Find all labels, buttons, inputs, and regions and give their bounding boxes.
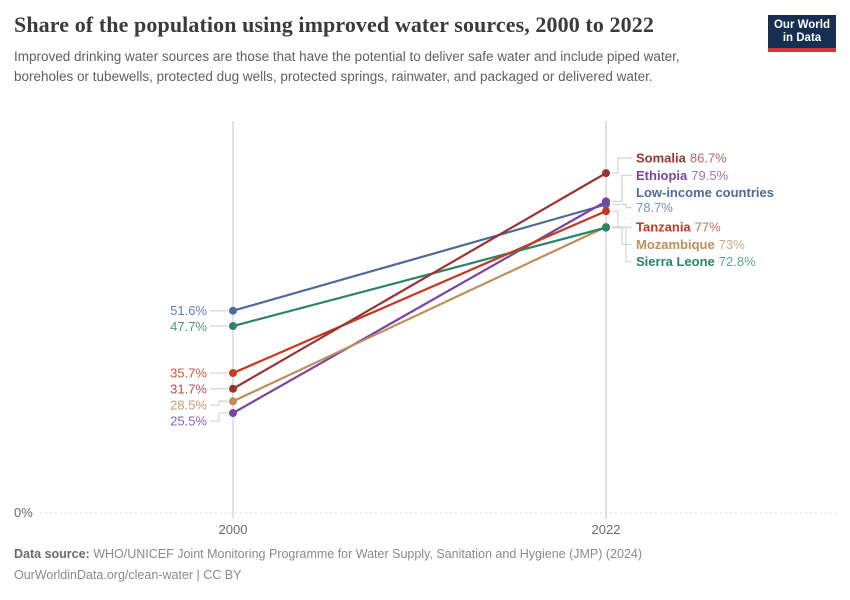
series-line-low-income-countries[interactable] (232, 203, 607, 312)
owid-logo[interactable]: Our World in Data (768, 15, 836, 52)
series-line-tanzania[interactable] (232, 210, 607, 375)
left-value-label-mozambique[interactable]: 28.5% (170, 398, 207, 413)
x-tick-2000: 2000 (219, 522, 248, 537)
owid-logo-line1: Our World (773, 18, 830, 31)
right-series-label-mozambique[interactable]: Mozambique 73% (636, 237, 745, 252)
dot-tanzania-start[interactable] (229, 369, 237, 378)
data-source-label: Data source: (14, 547, 90, 561)
left-connector-mozambique (210, 400, 228, 406)
citation-link[interactable]: OurWorldinData.org/clean-water | CC BY (14, 568, 242, 582)
right-connector-somalia (612, 157, 632, 174)
right-series-label-tanzania[interactable]: Tanzania 77% (636, 220, 721, 235)
chart-header: Share of the population using improved w… (14, 12, 754, 87)
series-somalia[interactable] (229, 169, 610, 393)
dot-tanzania-end[interactable] (602, 207, 610, 216)
dot-sierra-leone-end[interactable] (602, 223, 610, 232)
dot-ethiopia-end[interactable] (602, 197, 610, 206)
series-sierra-leone[interactable] (229, 223, 610, 331)
series-line-sierra-leone[interactable] (232, 226, 607, 328)
left-value-label-tanzania[interactable]: 35.7% (170, 366, 207, 381)
right-connector-low-income-countries (612, 203, 632, 209)
right-connector-sierra-leone (612, 227, 632, 263)
dot-sierra-leone-start[interactable] (229, 322, 237, 331)
right-series-label-ethiopia[interactable]: Ethiopia 79.5% (636, 168, 729, 183)
right-connector-ethiopia (612, 174, 632, 202)
chart-subtitle: Improved drinking water sources are thos… (14, 49, 680, 84)
dot-low-income-countries-start[interactable] (229, 306, 237, 315)
owid-logo-line2: in Data (782, 31, 822, 44)
chart-title: Share of the population using improved w… (14, 12, 654, 37)
series-ethiopia[interactable] (229, 197, 610, 418)
series-line-ethiopia[interactable] (232, 200, 607, 414)
dot-ethiopia-start[interactable] (229, 409, 237, 418)
right-series-label-sierra-leone[interactable]: Sierra Leone 72.8% (636, 254, 756, 269)
series-mozambique[interactable] (229, 222, 610, 406)
chart-footer: Data source: WHO/UNICEF Joint Monitoring… (14, 544, 642, 586)
y-axis-zero-label: 0% (14, 505, 33, 520)
right-series-label-low-income-countries[interactable]: Low-income countries (636, 185, 774, 200)
left-value-label-somalia[interactable]: 31.7% (170, 382, 207, 397)
series-line-somalia[interactable] (232, 172, 607, 390)
data-source-line: Data source: WHO/UNICEF Joint Monitoring… (14, 544, 642, 565)
left-value-label-ethiopia[interactable]: 25.5% (170, 414, 207, 429)
left-value-label-sierra-leone[interactable]: 47.7% (170, 319, 207, 334)
data-source-text: WHO/UNICEF Joint Monitoring Programme fo… (89, 547, 643, 561)
dot-somalia-end[interactable] (602, 169, 610, 178)
right-series-label-somalia[interactable]: Somalia 86.7% (636, 151, 727, 166)
left-connector-ethiopia (210, 412, 228, 422)
x-tick-2022: 2022 (592, 522, 621, 537)
right-connector-mozambique (612, 226, 632, 245)
right-connector-tanzania (612, 210, 632, 228)
dot-somalia-start[interactable] (229, 384, 237, 393)
dot-mozambique-start[interactable] (229, 397, 237, 406)
series-low-income-countries[interactable] (229, 200, 610, 315)
right-series-value-low-income-countries[interactable]: 78.7% (636, 200, 673, 215)
left-value-label-low-income-countries[interactable]: 51.6% (170, 303, 207, 318)
series-tanzania[interactable] (229, 207, 610, 378)
series-line-mozambique[interactable] (232, 225, 607, 403)
